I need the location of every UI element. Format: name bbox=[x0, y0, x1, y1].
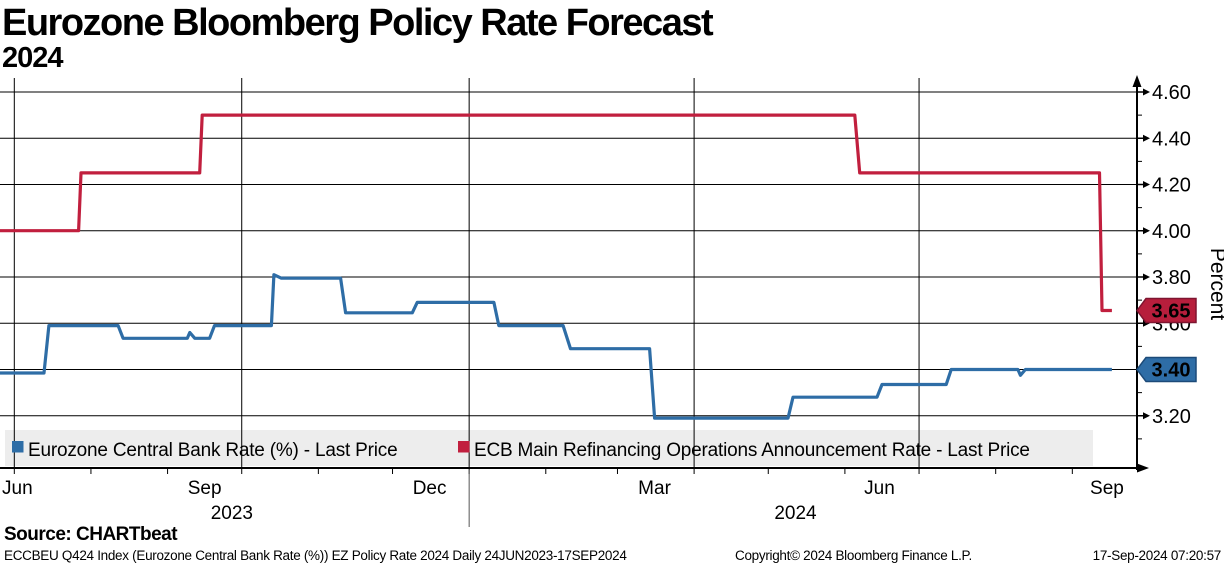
y-axis-tick-label: 4.20 bbox=[1152, 175, 1191, 197]
y-tick-arrow-icon bbox=[1143, 412, 1150, 420]
x-month-label: Dec bbox=[413, 478, 447, 499]
last-price-badge-value: 3.40 bbox=[1152, 360, 1191, 382]
x-year-label: 2024 bbox=[774, 503, 817, 524]
chart-subtitle: 2024 bbox=[2, 42, 64, 74]
y-tick-arrow-icon bbox=[1143, 273, 1150, 281]
x-month-label: Jun bbox=[2, 478, 33, 499]
chart-title: Eurozone Bloomberg Policy Rate Forecast bbox=[2, 2, 714, 44]
index-description: ECCBEU Q424 Index (Eurozone Central Bank… bbox=[4, 548, 627, 563]
y-axis-tick-label: 3.80 bbox=[1152, 267, 1191, 289]
y-tick-arrow-icon bbox=[1143, 88, 1150, 96]
last-price-badge bbox=[1136, 297, 1197, 324]
y-axis-tick-label: 4.00 bbox=[1152, 221, 1191, 243]
series-line-eurozone-central-bank-rate bbox=[0, 273, 1112, 420]
y-tick-arrow-icon bbox=[1143, 181, 1150, 188]
y-tick-arrow-icon bbox=[1143, 227, 1150, 235]
y-axis-arrow-icon bbox=[1132, 75, 1142, 87]
x-month-label: Sep bbox=[188, 478, 222, 499]
x-month-label: Jun bbox=[864, 478, 895, 499]
legend-box bbox=[5, 430, 1093, 466]
y-tick-arrow-icon bbox=[1143, 134, 1150, 142]
y-axis-tick-label: 3.20 bbox=[1152, 406, 1191, 428]
legend-label-ecb-main-refinancing-rate: ECB Main Refinancing Operations Announce… bbox=[474, 440, 1030, 461]
y-axis-title: Percent bbox=[1206, 248, 1224, 321]
y-axis-tick-label: 4.60 bbox=[1152, 82, 1191, 104]
timestamp-text: 17-Sep-2024 07:20:57 bbox=[1092, 548, 1222, 563]
x-month-label: Mar bbox=[638, 478, 671, 499]
series-line-ecb-main-refinancing-rate bbox=[0, 113, 1112, 313]
x-month-label: Sep bbox=[1090, 478, 1124, 499]
legend-swatch-eurozone-central-bank-rate bbox=[12, 441, 24, 453]
source-label: Source: CHARTbeat bbox=[4, 524, 178, 545]
copyright-text: Copyright© 2024 Bloomberg Finance L.P. bbox=[735, 548, 972, 563]
legend-swatch-ecb-main-refinancing-rate bbox=[458, 441, 470, 453]
x-axis-arrow-icon bbox=[1137, 463, 1149, 473]
last-price-badge bbox=[1136, 356, 1197, 383]
y-axis-tick-label: 4.40 bbox=[1152, 128, 1191, 150]
legend-label-eurozone-central-bank-rate: Eurozone Central Bank Rate (%) - Last Pr… bbox=[28, 440, 397, 461]
x-year-label: 2023 bbox=[211, 503, 253, 524]
last-price-badge-value: 3.65 bbox=[1152, 301, 1191, 323]
